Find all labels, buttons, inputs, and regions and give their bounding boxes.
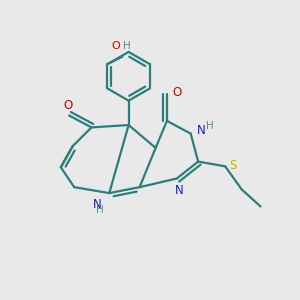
- Text: H: H: [97, 205, 104, 215]
- Text: S: S: [229, 159, 236, 172]
- Text: N: N: [93, 198, 102, 211]
- Text: N: N: [197, 124, 206, 137]
- Text: N: N: [175, 184, 184, 197]
- Text: O: O: [172, 86, 182, 99]
- Text: O: O: [63, 99, 72, 112]
- Text: O: O: [111, 41, 120, 51]
- Text: H: H: [206, 121, 214, 131]
- Text: H: H: [123, 41, 131, 51]
